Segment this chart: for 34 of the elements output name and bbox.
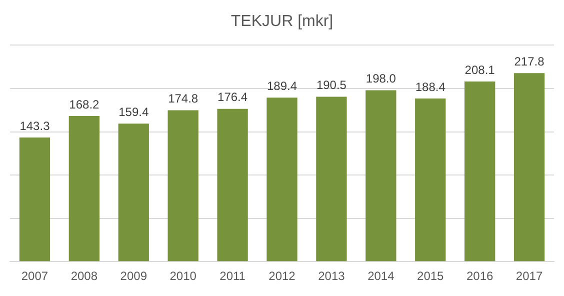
data-label: 168.2	[69, 97, 100, 112]
x-tick-label: 2012	[268, 269, 296, 284]
bar	[316, 96, 347, 262]
x-tick-label: 2015	[417, 269, 444, 284]
data-label: 188.4	[415, 80, 446, 94]
data-label: 190.5	[316, 78, 347, 92]
bar	[266, 98, 298, 262]
bar	[514, 73, 545, 262]
bar	[366, 90, 396, 262]
data-label: 174.8	[168, 92, 198, 106]
x-tick-label: 2014	[368, 269, 395, 284]
x-tick-label: 2007	[21, 269, 48, 284]
x-tick-label: 2009	[120, 269, 148, 284]
x-tick-label: 2010	[170, 269, 197, 284]
x-tick-label: 2011	[220, 269, 246, 284]
bar	[118, 124, 149, 262]
data-label: 189.4	[266, 78, 298, 93]
bar	[415, 98, 446, 262]
chart-title: TEKJUR [mkr]	[230, 13, 334, 30]
data-label: 208.1	[464, 62, 496, 77]
bar	[464, 81, 496, 262]
data-label: 143.3	[20, 118, 50, 133]
x-tick-label: 2017	[516, 269, 543, 284]
data-label: 159.4	[118, 104, 149, 119]
x-tick-label: 2008	[70, 269, 98, 284]
data-label: 217.8	[514, 54, 545, 68]
bar	[217, 108, 248, 262]
bar	[19, 138, 50, 262]
data-label: 176.4	[218, 90, 248, 104]
x-tick-label: 2013	[318, 269, 346, 284]
data-label: 198.0	[366, 72, 396, 86]
bar	[168, 110, 198, 262]
x-tick-label: 2016	[466, 269, 494, 284]
bar	[68, 116, 100, 262]
